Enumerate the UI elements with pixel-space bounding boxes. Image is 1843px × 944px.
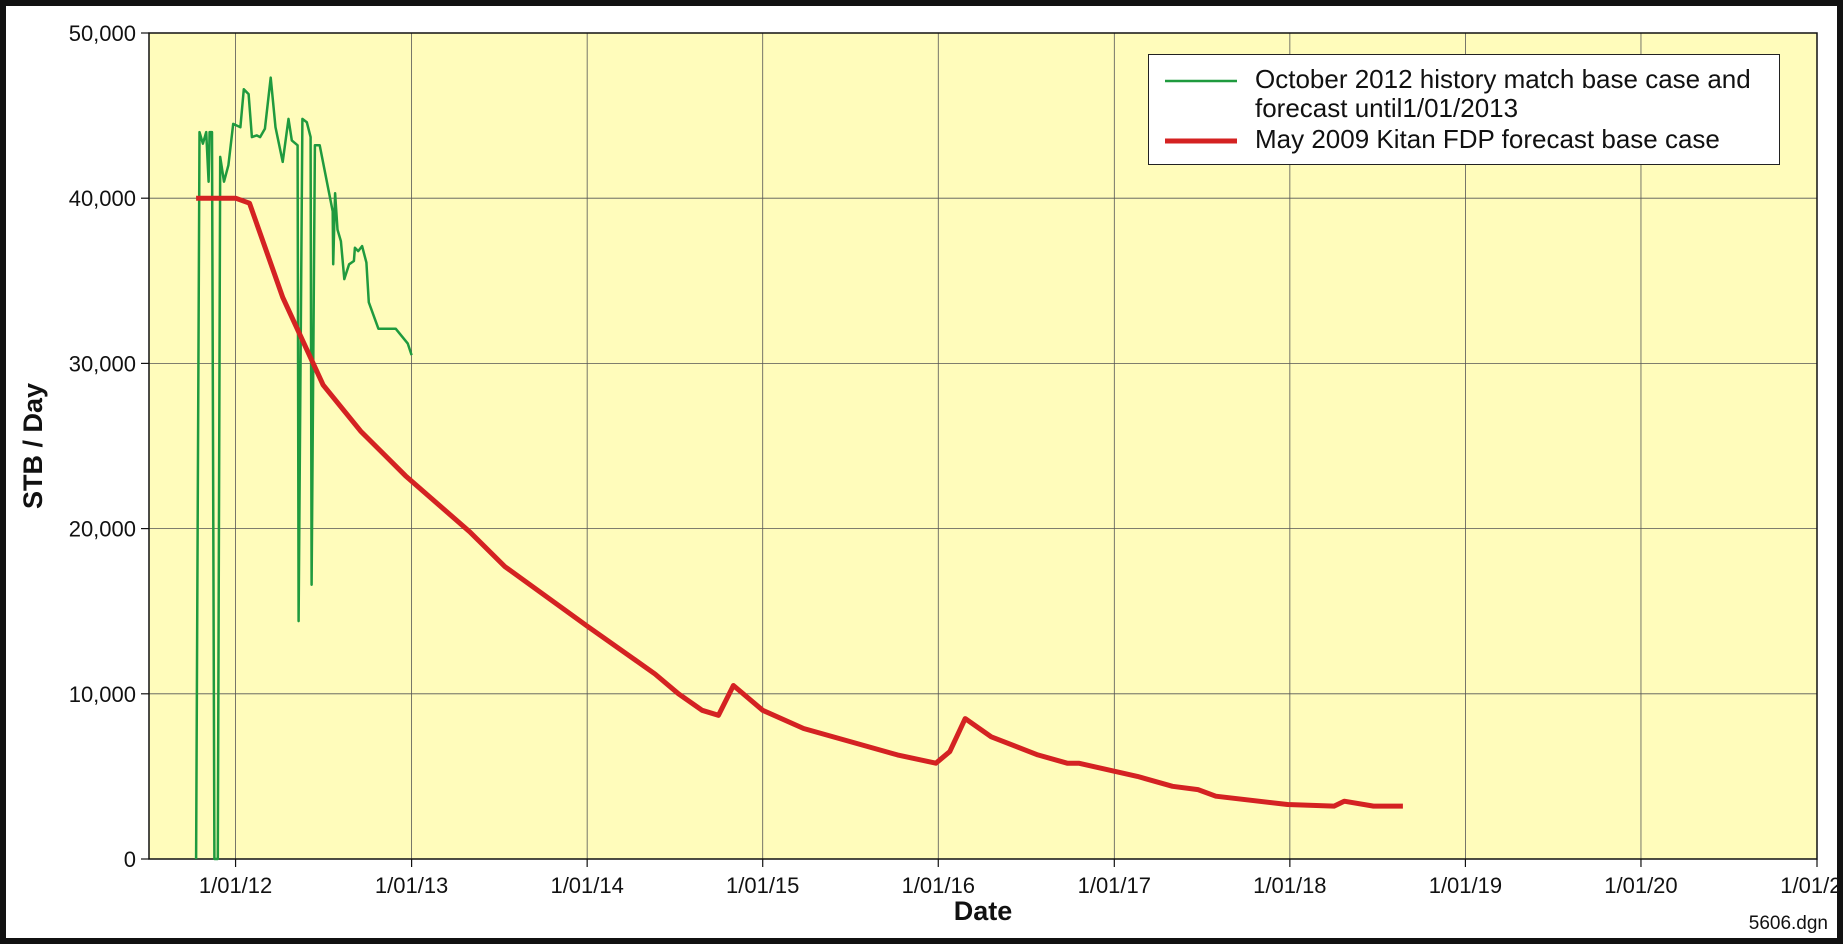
series-line <box>194 76 413 861</box>
series-line <box>196 195 1403 809</box>
y-tick-label: 0 <box>124 847 136 872</box>
x-tick-label: 1/01/21 <box>1780 873 1843 898</box>
legend-swatch <box>1165 79 1237 83</box>
legend-label: October 2012 history match base case and… <box>1255 64 1751 123</box>
x-tick-label: 1/01/13 <box>375 873 448 898</box>
legend-swatch <box>1165 138 1237 144</box>
x-axis-label: Date <box>954 896 1013 926</box>
x-tick-label: 1/01/16 <box>902 873 975 898</box>
x-tick-label: 1/01/14 <box>550 873 623 898</box>
legend: October 2012 history match base case and… <box>1148 54 1780 165</box>
y-tick-label: 30,000 <box>69 351 136 376</box>
x-tick-label: 1/01/12 <box>199 873 272 898</box>
x-tick-label: 1/01/18 <box>1253 873 1326 898</box>
y-tick-label: 40,000 <box>69 186 136 211</box>
legend-label: May 2009 Kitan FDP forecast base case <box>1255 124 1720 154</box>
plot-area <box>149 33 1817 859</box>
legend-item: May 2009 Kitan FDP forecast base case <box>1165 125 1765 154</box>
footnote: 5606.dgn <box>1749 913 1828 934</box>
x-tick-label: 1/01/17 <box>1078 873 1151 898</box>
y-axis-label: STB / Day <box>18 383 48 509</box>
plot-border <box>148 32 1818 860</box>
legend-item: October 2012 history match base case and… <box>1165 65 1765 123</box>
x-tick-label: 1/01/19 <box>1429 873 1502 898</box>
x-tick-label: 1/01/15 <box>726 873 799 898</box>
x-tick-label: 1/01/20 <box>1604 873 1677 898</box>
y-tick-label: 50,000 <box>69 21 136 46</box>
y-tick-label: 10,000 <box>69 682 136 707</box>
y-tick-label: 20,000 <box>69 517 136 542</box>
